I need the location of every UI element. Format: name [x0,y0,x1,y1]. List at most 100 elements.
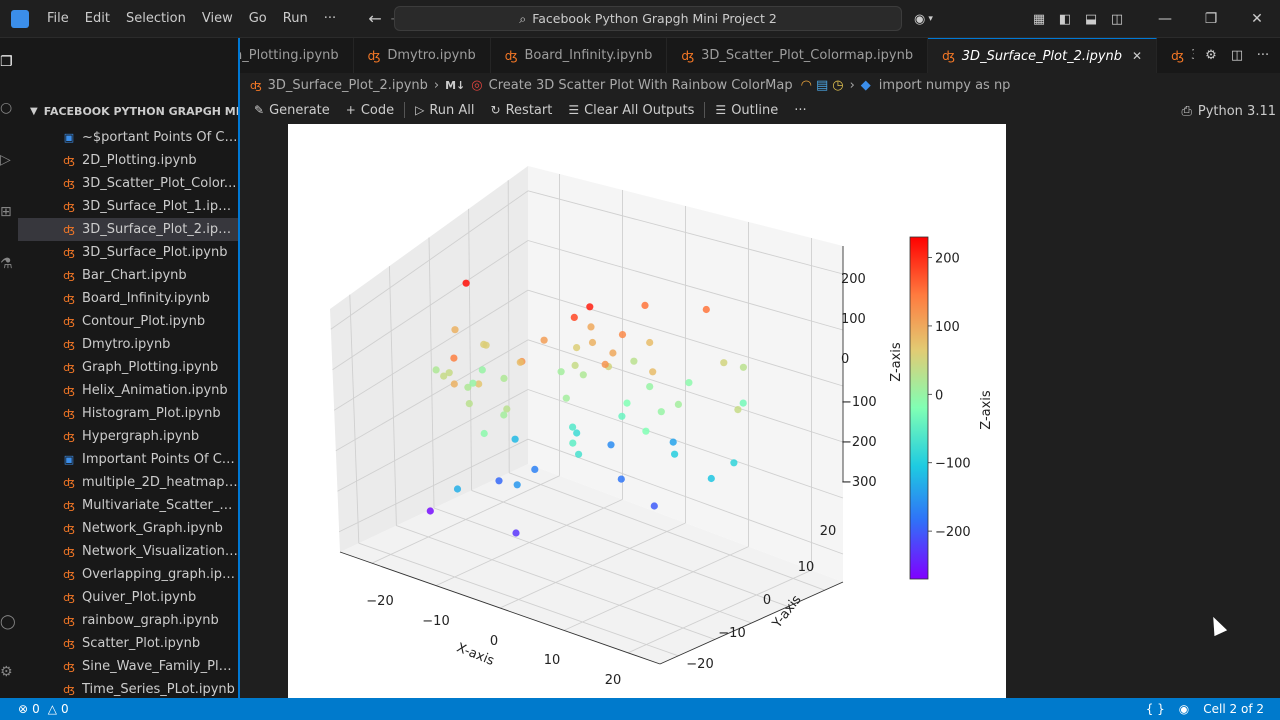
file-item[interactable]: ʤ Multivariate_Scatter_Pl... [18,494,238,517]
copilot-status-icon[interactable]: ◉ [1178,702,1190,716]
settings-gear-icon[interactable]: ⚙ [0,664,13,680]
jupyter-notebook-icon: ʤ [63,476,75,489]
file-item[interactable]: ʤ Network_Visualization.i... [18,540,238,563]
menu-selection[interactable]: Selection [125,11,186,26]
more-actions-icon[interactable]: ··· [1256,48,1270,63]
back-grid-line [527,389,844,499]
editor-tab[interactable]: ʤ Board_Infinity.ipynb [490,38,668,73]
file-item[interactable]: ʤ rainbow_graph.ipynb [18,609,238,632]
scatter-point [464,383,472,391]
kernel-picker[interactable]: ⎙ Python 3.11 [1181,98,1280,124]
run-all-button[interactable]: ▷ Run All [415,102,475,118]
back-arrow-icon[interactable]: ← [368,9,382,28]
file-item[interactable]: ʤ Sine_Wave_Family_Plot.... [18,655,238,678]
editor-tab[interactable]: ʤ Dmytro.ipynb [353,38,491,73]
editor-tab[interactable]: ʤ 3D_Scatter_Plot_Colormap.ipynb [667,38,929,73]
error-icon: ⊗ [18,702,29,716]
kernel-icon: ⎙ [1181,103,1192,119]
add-code-button[interactable]: + Code [345,102,395,118]
python-icon: ◆ [860,77,871,93]
clear-outputs-button[interactable]: ☰ Clear All Outputs [568,102,695,118]
scatter-point [739,399,747,407]
explorer-icon[interactable]: ❐ [0,54,13,70]
file-item[interactable]: ʤ Contour_Plot.ipynb [18,310,238,333]
cell-position[interactable]: Cell 2 of 2 [1203,702,1264,716]
file-item[interactable]: ʤ Overlapping_graph.ipynb [18,563,238,586]
scatter-point [480,429,488,438]
breadcrumb-cell[interactable]: Create 3D Scatter Plot With Rainbow Colo… [488,77,793,93]
customize-layout-icon[interactable]: ▦ [1032,11,1046,27]
copilot-menu[interactable]: ◉ ▾ [914,0,933,38]
file-item-label: Bar_Chart.ipynb [82,268,187,283]
colorbar-tick-label: −100 [935,457,971,472]
menu-view[interactable]: View [201,11,233,26]
restore-icon[interactable]: ❐ [1204,11,1218,27]
menu-run[interactable]: Run [282,11,308,26]
account-icon[interactable]: ◯ [0,614,16,630]
copilot-icon: ◉ [914,11,926,27]
editor-tab[interactable]: ʤ 3D_Surface_Plot_2.ipynb ✕ [928,38,1158,73]
file-item[interactable]: ʤ Graph_Plotting.ipynb [18,356,238,379]
file-item[interactable]: ʤ Quiver_Plot.ipynb [18,586,238,609]
testing-icon[interactable]: ⚗ [0,256,13,272]
file-item[interactable]: ʤ 3D_Surface_Plot_1.ipynb [18,195,238,218]
file-item[interactable]: ▣ Important Points Of Co... [18,448,238,471]
file-item[interactable]: ʤ 3D_Surface_Plot_2.ipynb [18,218,238,241]
toggle-primary-sidebar-icon[interactable]: ◧ [1058,11,1072,27]
file-item[interactable]: ʤ 3D_Surface_Plot.ipynb [18,241,238,264]
menu-file[interactable]: File [47,11,69,26]
explorer-folder-header[interactable]: ▼ FACEBOOK PYTHON GRAPGH MI... [18,96,238,126]
breadcrumb-file[interactable]: 3D_Surface_Plot_2.ipynb [267,77,428,93]
file-item-label: multiple_2D_heatmaps.... [82,475,238,490]
outline-button[interactable]: ☰ Outline [715,102,779,118]
z-tick-label: 0 [841,352,849,367]
status-bar: ⊗ 0 △ 0 { } ◉ Cell 2 of 2 [0,698,1280,720]
generate-button[interactable]: ✎ Generate [254,102,330,118]
file-item[interactable]: ʤ Network_Graph.ipynb [18,517,238,540]
file-item[interactable]: ʤ Histogram_Plot.ipynb [18,402,238,425]
target-icon: ◎ [471,77,483,93]
file-item[interactable]: ʤ Bar_Chart.ipynb [18,264,238,287]
menu-edit[interactable]: Edit [84,11,110,26]
file-item-label: Board_Infinity.ipynb [82,291,210,306]
editor-tab[interactable]: h_Plotting.ipynb [240,38,354,73]
cell-output-plot: −20 −10 0 10 20 −20 −10 0 10 20 −300 −200 −100 0 100 20… [288,124,1006,698]
file-item[interactable]: ʤ Time_Series_PLot.ipynb [18,678,238,698]
jupyter-notebook-icon: ʤ [63,522,75,535]
command-center-search[interactable]: ⌕ Facebook Python Grapgh Mini Project 2 [394,6,902,31]
file-item-label: 3D_Scatter_Plot_Color... [82,176,237,191]
menu-go[interactable]: Go [248,11,267,26]
file-item[interactable]: ʤ Dmytro.ipynb [18,333,238,356]
file-item-label: 3D_Surface_Plot.ipynb [82,245,228,260]
settings-gear-icon[interactable]: ⚙ [1205,48,1217,63]
menu-more[interactable]: ··· [323,11,337,26]
colorbar-tick-label: 200 [935,252,960,267]
file-item[interactable]: ʤ 2D_Plotting.ipynb [18,149,238,172]
problems-status[interactable]: ⊗ 0 △ 0 [0,702,69,716]
file-item[interactable]: ʤ Scatter_Plot.ipynb [18,632,238,655]
jupyter-notebook-icon: ʤ [63,246,75,259]
file-item[interactable]: ʤ Helix_Animation.ipynb [18,379,238,402]
scatter-point [569,439,577,447]
restart-button[interactable]: ↻ Restart [490,102,553,118]
breadcrumb-code[interactable]: import numpy as np [878,77,1011,93]
activity-bar: ❐ ○ ▷ ⊞ ⚗ ◯ ⚙ [0,38,18,698]
split-editor-icon[interactable]: ◫ [1230,48,1244,63]
scatter-point [730,459,738,467]
minimize-icon[interactable]: — [1158,11,1172,27]
extensions-icon[interactable]: ⊞ [0,204,12,220]
run-debug-icon[interactable]: ▷ [0,152,11,168]
file-item[interactable]: ʤ multiple_2D_heatmaps.... [18,471,238,494]
toggle-panel-icon[interactable]: ⬓ [1084,11,1098,27]
file-item[interactable]: ʤ Hypergraph.ipynb [18,425,238,448]
floor-pane [340,464,843,664]
close-tab-icon[interactable]: ✕ [1132,49,1143,63]
toolbar-more-button[interactable]: ··· [794,102,807,118]
file-item[interactable]: ʤ Board_Infinity.ipynb [18,287,238,310]
close-window-icon[interactable]: ✕ [1251,11,1263,27]
search-sidebar-icon[interactable]: ○ [0,100,13,116]
braces-icon[interactable]: { } [1145,702,1165,716]
toggle-secondary-sidebar-icon[interactable]: ◫ [1110,11,1124,27]
file-item[interactable]: ▣ ~$portant Points Of Co... [18,126,238,149]
file-item[interactable]: ʤ 3D_Scatter_Plot_Color... [18,172,238,195]
